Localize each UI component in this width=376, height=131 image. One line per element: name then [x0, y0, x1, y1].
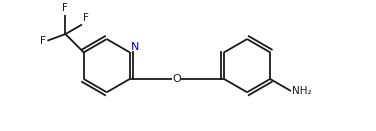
Text: F: F — [39, 36, 45, 46]
Text: F: F — [62, 3, 68, 13]
Text: NH₂: NH₂ — [293, 86, 312, 96]
Text: O: O — [173, 74, 181, 84]
Text: F: F — [83, 13, 89, 23]
Text: N: N — [131, 42, 139, 52]
